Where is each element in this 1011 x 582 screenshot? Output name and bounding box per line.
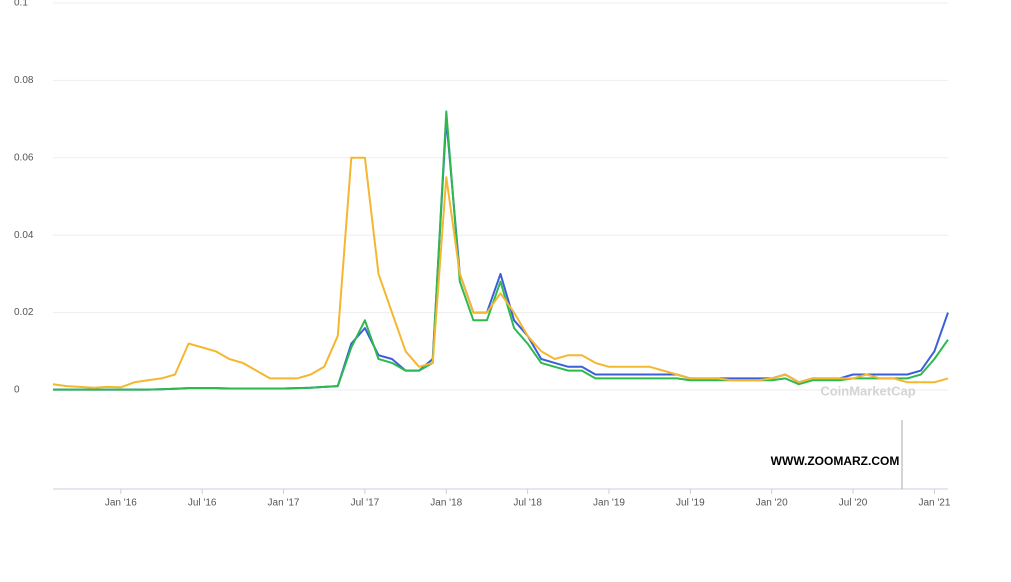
y-tick-label: 0.08 [14, 75, 34, 86]
y-tick-label: 0.06 [14, 152, 34, 163]
watermark: CoinMarketCap [820, 383, 915, 398]
annotation: WWW.ZOOMARZ.COM [771, 454, 900, 468]
y-tick-label: 0.04 [14, 230, 34, 241]
x-tick-label: Jul '16 [188, 498, 217, 509]
y-tick-label: 0.02 [14, 307, 34, 318]
y-tick-label: 0.1 [14, 0, 28, 9]
x-tick-label: Jan '16 [105, 498, 137, 509]
x-tick-label: Jan '18 [430, 498, 462, 509]
x-tick-label: Jul '17 [351, 498, 380, 509]
x-tick-label: Jul '18 [513, 498, 542, 509]
x-tick-label: Jan '17 [268, 498, 300, 509]
x-tick-label: Jul '20 [839, 498, 868, 509]
x-tick-label: Jan '21 [918, 498, 950, 509]
series-line [53, 110, 949, 391]
y-tick-label: 0 [14, 385, 20, 396]
x-tick-label: Jul '19 [676, 498, 705, 509]
x-tick-label: Jan '19 [593, 498, 625, 509]
navigator [53, 400, 948, 489]
series-line [52, 156, 949, 389]
x-tick-label: Jan '20 [756, 498, 788, 509]
